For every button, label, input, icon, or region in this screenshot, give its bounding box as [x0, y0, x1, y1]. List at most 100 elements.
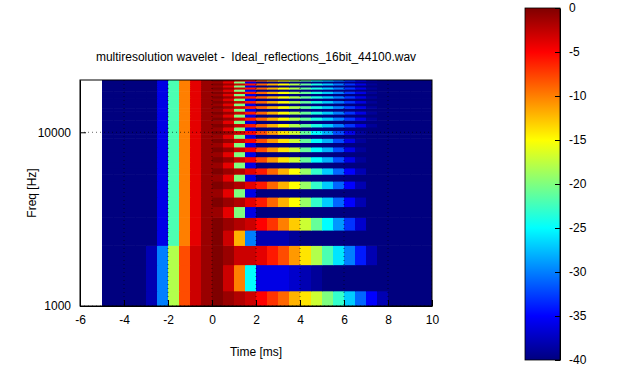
heatmap-cell: [179, 291, 191, 306]
grid: [80, 80, 432, 306]
heatmap-cell: [223, 189, 235, 198]
tick-label: -2: [163, 313, 174, 327]
heatmap-cell: [223, 127, 235, 131]
heatmap-cell: [102, 189, 114, 198]
heatmap-cell: [245, 147, 257, 152]
tick: 0: [555, 1, 576, 15]
heatmap-cell: [135, 130, 147, 134]
tick: -4: [119, 300, 130, 327]
heatmap-cell: [223, 197, 235, 207]
heatmap-cell: [421, 181, 432, 189]
heatmap-cell: [399, 134, 411, 139]
heatmap-cell: [267, 206, 279, 217]
heatmap-cell: [146, 134, 158, 139]
heatmap-cell: [278, 245, 290, 265]
heatmap-cell: [355, 130, 367, 134]
heatmap-cell: [333, 123, 345, 127]
tick-label: 10000: [38, 126, 72, 140]
heatmap-cell: [399, 147, 411, 152]
heatmap-cell: [366, 130, 378, 134]
tick-label: -10: [569, 89, 587, 103]
heatmap-cell: [146, 152, 158, 158]
heatmap-cell: [289, 245, 301, 265]
heatmap-cell: [201, 142, 213, 147]
heatmap-cell: [212, 130, 224, 134]
heatmap-cell: [190, 217, 202, 230]
tick-label: -20: [569, 177, 587, 191]
heatmap-cell: [410, 291, 422, 306]
heatmap-cell: [124, 157, 136, 163]
heatmap-cell: [399, 189, 411, 198]
heatmap-cell: [267, 127, 279, 131]
heatmap-cell: [355, 217, 367, 230]
heatmap-cell: [344, 130, 356, 134]
heatmap-cell: [124, 130, 136, 134]
heatmap-cell: [212, 138, 224, 143]
heatmap-cell: [388, 189, 400, 198]
heatmap-cell: [234, 142, 246, 147]
tick-label: -15: [569, 133, 587, 147]
heatmap-cell: [201, 138, 213, 143]
heatmap-cell: [267, 181, 279, 189]
heatmap-cell: [212, 174, 224, 181]
heatmap-cell: [245, 265, 257, 292]
heatmap-cell: [190, 197, 202, 207]
heatmap-cell: [135, 134, 147, 139]
heatmap-cell: [355, 157, 367, 163]
heatmap-cell: [124, 138, 136, 143]
heatmap-cell: [146, 291, 158, 306]
x-axis-line: [81, 306, 433, 307]
tick-mark: [80, 132, 86, 133]
heatmap-cell: [300, 217, 312, 230]
tick-mark: [432, 300, 433, 306]
heatmap-cell: [157, 189, 169, 198]
heatmap-cell: [388, 181, 400, 189]
heatmap-cell: [223, 245, 235, 265]
heatmap-cell: [157, 245, 169, 265]
heatmap-cell: [124, 174, 136, 181]
heatmap-cell: [157, 142, 169, 147]
colorbar-axis-line: [560, 9, 561, 361]
heatmap-cell: [421, 197, 432, 207]
heatmap-cell: [399, 174, 411, 181]
heatmap-cell: [300, 138, 312, 143]
heatmap-cell: [377, 134, 389, 139]
heatmap-cell: [256, 138, 268, 143]
heatmap-cell: [366, 162, 378, 168]
heatmap-cell: [366, 181, 378, 189]
heatmap-cell: [102, 168, 114, 175]
heatmap-cell: [113, 147, 125, 152]
heatmap-cell: [212, 189, 224, 198]
heatmap-cell: [146, 197, 158, 207]
heatmap-cell: [256, 127, 268, 131]
heatmap-cell: [421, 152, 432, 158]
heatmap-cell: [366, 147, 378, 152]
heatmap-cell: [256, 152, 268, 158]
grid-line-x: [80, 80, 81, 306]
heatmap-cell: [256, 147, 268, 152]
heatmap-cell: [278, 152, 290, 158]
heatmap-cell: [256, 168, 268, 175]
heatmap-cell: [421, 189, 432, 198]
heatmap-cell: [102, 138, 114, 143]
heatmap-cell: [146, 230, 158, 246]
heatmap-cell: [278, 230, 290, 246]
heatmap-cell: [333, 174, 345, 181]
heatmap-cell: [223, 230, 235, 246]
heatmap-cell: [421, 168, 432, 175]
heatmap-cell: [234, 291, 246, 306]
heatmap-cell: [377, 265, 389, 292]
heatmap-cell: [113, 130, 125, 134]
heatmap-cell: [421, 134, 432, 139]
heatmap-cell: [300, 181, 312, 189]
tick-mark: [344, 300, 345, 306]
heatmap-cell: [278, 217, 290, 230]
heatmap-cell: [113, 168, 125, 175]
heatmap-cell: [344, 162, 356, 168]
heatmap-cell: [278, 162, 290, 168]
heatmap-cell: [311, 245, 323, 265]
tick-mark: [555, 52, 560, 53]
heatmap-cell: [102, 142, 114, 147]
heatmap-cell: [256, 157, 268, 163]
heatmap-cell: [410, 206, 422, 217]
